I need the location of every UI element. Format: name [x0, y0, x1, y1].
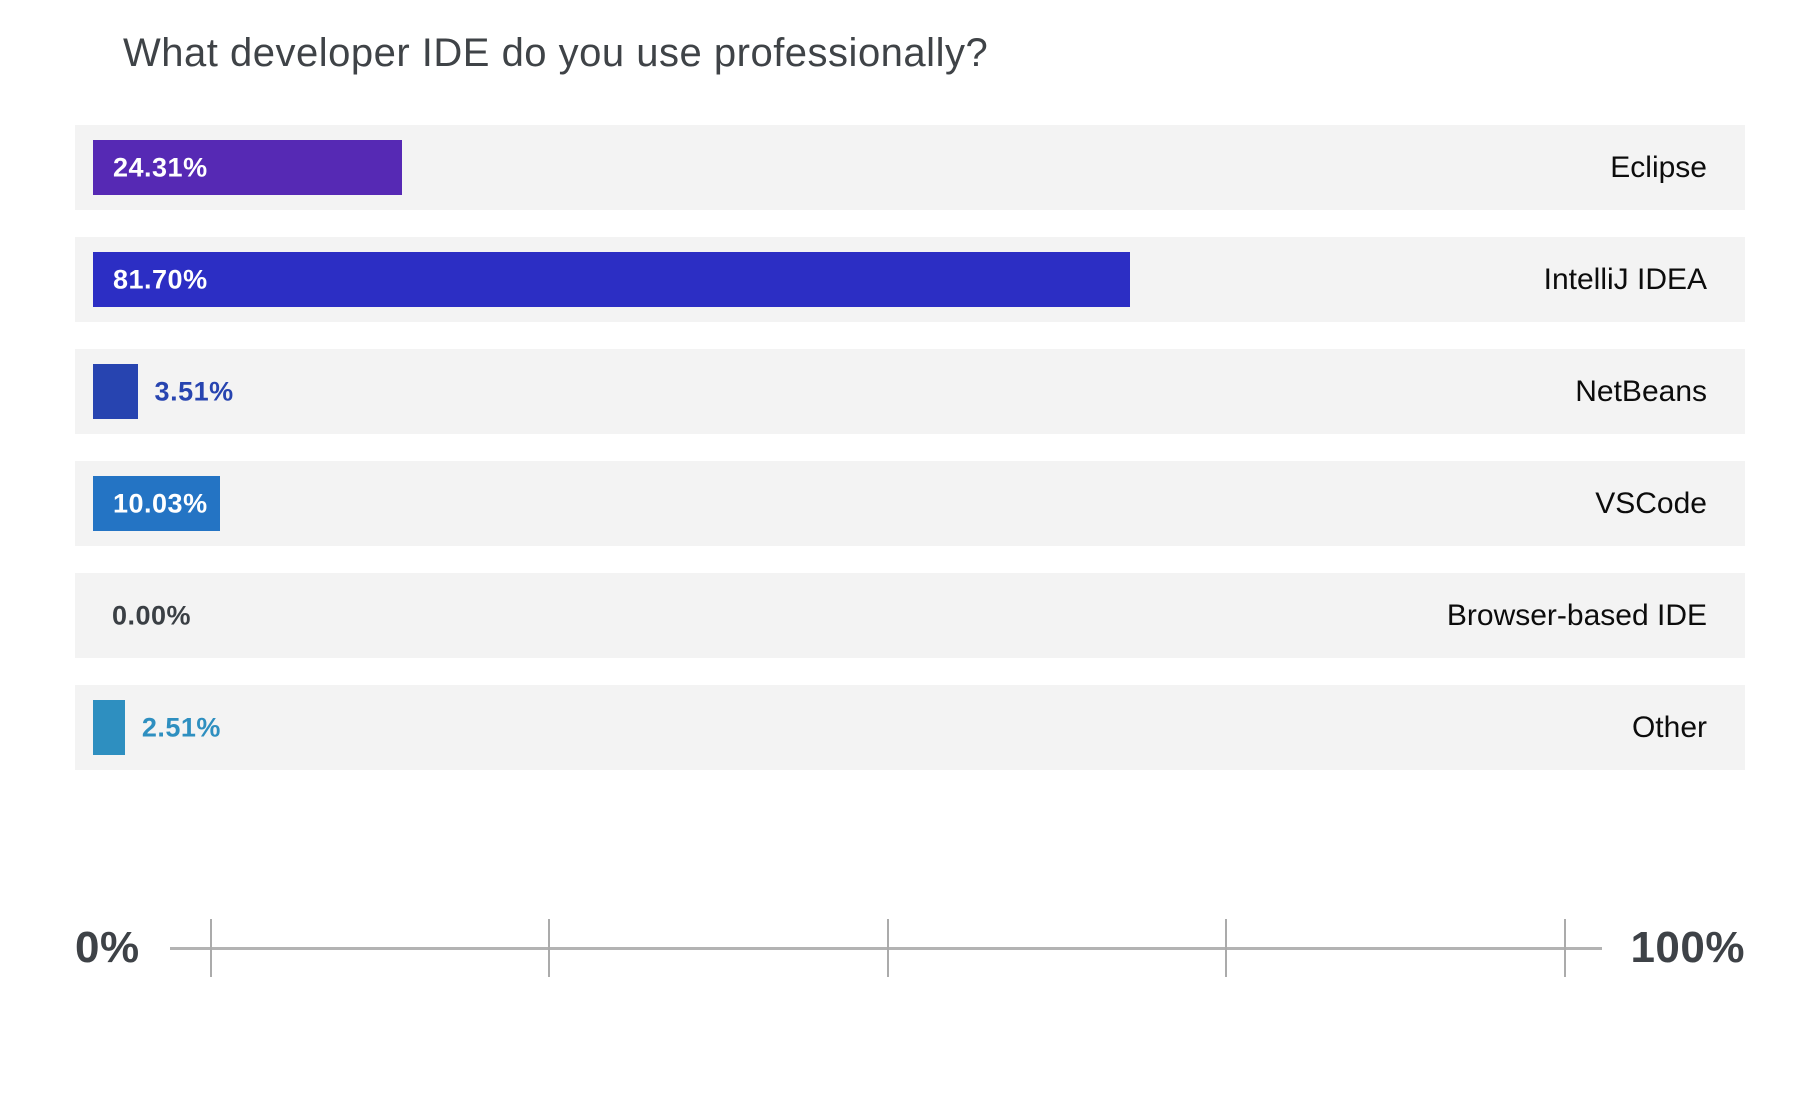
axis-tick	[1563, 918, 1566, 977]
category-label: VSCode	[1595, 486, 1707, 520]
survey-chart-page: What developer IDE do you use profession…	[0, 30, 1814, 1102]
bar	[93, 476, 221, 531]
value-label: 0.00%	[112, 600, 192, 630]
category-label: Eclipse	[1610, 150, 1707, 184]
chart-row: 24.31% Eclipse	[75, 125, 1745, 210]
value-label: 10.03%	[113, 488, 208, 518]
axis-tick	[886, 918, 889, 977]
axis-tick	[209, 918, 212, 977]
bar-chart: 24.31% Eclipse 81.70% IntelliJ IDEA 3.51…	[75, 125, 1745, 770]
axis-max-label: 100%	[1630, 923, 1745, 972]
chart-row: 81.70% IntelliJ IDEA	[75, 237, 1745, 322]
chart-title: What developer IDE do you use profession…	[123, 31, 989, 75]
value-label: 24.31%	[113, 152, 208, 182]
chart-row: 0.00% Browser-based IDE	[75, 573, 1745, 658]
axis-tick	[548, 918, 551, 977]
value-label: 2.51%	[141, 712, 221, 742]
chart-row: 2.51% Other	[75, 685, 1745, 770]
category-label: IntelliJ IDEA	[1543, 262, 1707, 296]
axis-line	[169, 918, 1603, 977]
value-label: 81.70%	[113, 264, 208, 294]
x-axis: 0% 100%	[75, 898, 1745, 998]
category-label: Other	[1631, 710, 1707, 744]
chart-row: 3.51% NetBeans	[75, 349, 1745, 434]
value-label: 3.51%	[154, 376, 234, 406]
bar	[93, 700, 125, 755]
chart-row: 10.03% VSCode	[75, 461, 1745, 546]
bar	[93, 252, 1130, 307]
bar	[93, 140, 402, 195]
category-label: Browser-based IDE	[1446, 598, 1707, 632]
bar	[93, 364, 138, 419]
axis-tick	[1225, 918, 1228, 977]
category-label: NetBeans	[1575, 374, 1707, 408]
axis-min-label: 0%	[75, 923, 140, 972]
